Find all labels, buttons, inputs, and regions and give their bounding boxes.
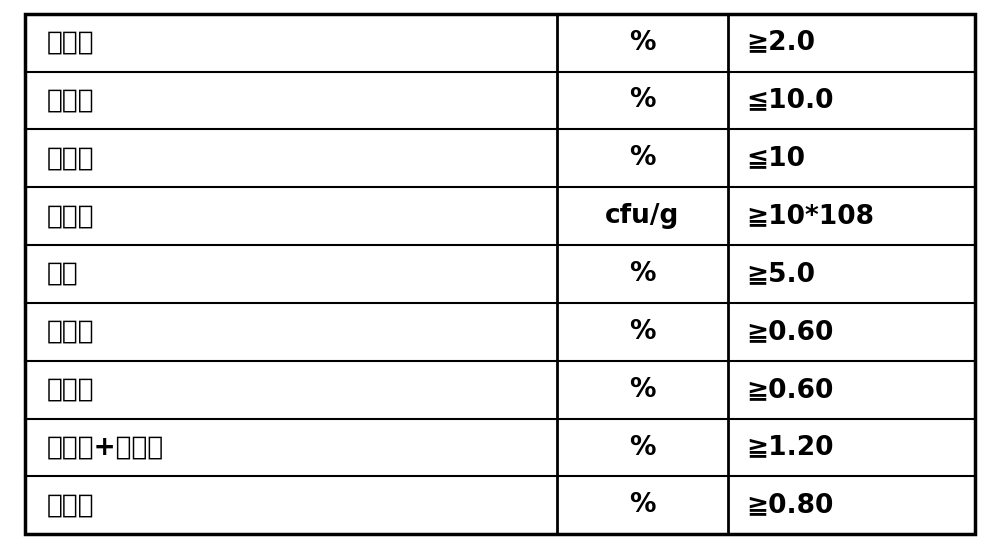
Text: 赖氨酸: 赖氨酸 <box>47 319 95 345</box>
Text: %: % <box>629 319 656 345</box>
Text: ≧10*108: ≧10*108 <box>746 203 874 229</box>
Text: 缬氨酸: 缬氨酸 <box>47 492 95 518</box>
Text: ≧0.60: ≧0.60 <box>746 376 833 403</box>
Text: %: % <box>629 145 656 172</box>
Text: 粠纤维: 粠纤维 <box>47 88 95 113</box>
Text: 益生菌: 益生菌 <box>47 203 95 229</box>
Text: 苏氨酸: 苏氨酸 <box>47 376 95 403</box>
Text: %: % <box>629 30 656 56</box>
Text: 粠脂肪: 粠脂肪 <box>47 30 95 56</box>
Text: ≦10: ≦10 <box>746 145 805 172</box>
Text: %: % <box>629 376 656 403</box>
Text: ≧1.20: ≧1.20 <box>746 435 834 460</box>
Text: %: % <box>629 492 656 518</box>
Text: %: % <box>629 435 656 460</box>
Text: cfu/g: cfu/g <box>605 203 680 229</box>
Text: 蛋氨酸+胱氨酸: 蛋氨酸+胱氨酸 <box>47 435 164 460</box>
Text: ≧2.0: ≧2.0 <box>746 30 815 56</box>
Text: %: % <box>629 261 656 287</box>
Text: ≦10.0: ≦10.0 <box>746 88 834 113</box>
Text: 粠灰分: 粠灰分 <box>47 145 95 172</box>
Text: ≧0.60: ≧0.60 <box>746 319 833 345</box>
Text: ≧5.0: ≧5.0 <box>746 261 815 287</box>
Text: %: % <box>629 88 656 113</box>
Text: ≧0.80: ≧0.80 <box>746 492 833 518</box>
Text: 乳酸: 乳酸 <box>47 261 79 287</box>
